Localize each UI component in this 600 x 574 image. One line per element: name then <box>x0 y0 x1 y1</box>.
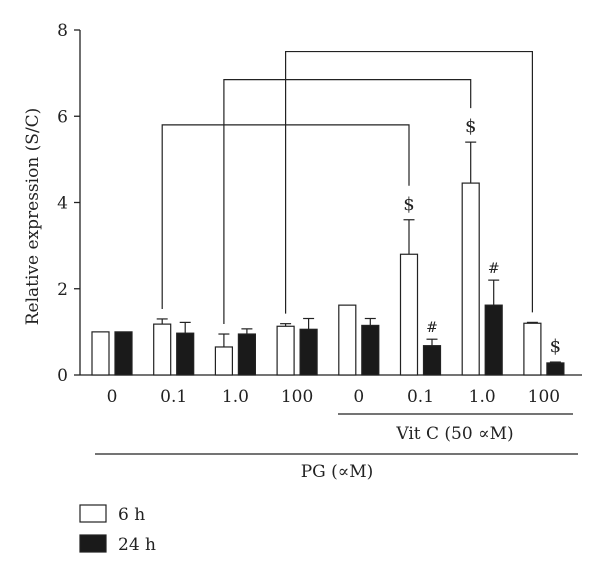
bar <box>338 304 357 376</box>
legend-swatch <box>79 534 107 553</box>
vitc-group-label: Vit C (50 ∝M) <box>395 424 513 444</box>
bar <box>176 332 195 376</box>
x-tick-label: 100 <box>281 387 313 407</box>
significance-mark: $ <box>465 116 476 137</box>
y-axis-title: Relative expression (S/C) <box>23 108 43 326</box>
bar <box>399 253 419 376</box>
bar <box>276 325 295 376</box>
bar <box>422 345 442 376</box>
x-tick-label: 0.1 <box>160 387 187 407</box>
pg-group-label: PG (∝M) <box>301 462 374 482</box>
y-tick-label: 8 <box>57 21 68 41</box>
chart-legend: 6 h 24 h <box>79 504 156 555</box>
y-tick-label: 6 <box>57 107 68 127</box>
y-tick-label: 2 <box>57 280 68 300</box>
bar <box>299 328 318 376</box>
chart-labels: $ $ # # $0 0.1 1.0 100 0 0.1 1.0 100 Vit C (50 ∝M) PG… <box>107 116 562 482</box>
significance-mark: $ <box>550 336 561 357</box>
x-tick-label: 0 <box>353 387 364 407</box>
bar <box>461 182 480 376</box>
x-tick-label: 0.1 <box>407 387 434 407</box>
significance-mark: $ <box>403 194 414 215</box>
bar <box>361 324 380 376</box>
bar <box>546 362 565 376</box>
bar <box>237 333 256 376</box>
comparison-bracket <box>285 50 534 314</box>
bar <box>153 323 172 376</box>
bar <box>484 304 503 376</box>
y-tick-label: 0 <box>57 366 68 386</box>
x-tick-label: 1.0 <box>222 387 249 407</box>
legend-swatch <box>79 504 107 523</box>
chart-bars <box>91 141 565 376</box>
comparison-brackets <box>161 50 534 325</box>
y-tick-label: 4 <box>57 194 68 214</box>
significance-mark: # <box>488 261 500 277</box>
comparison-bracket <box>223 78 472 325</box>
bar <box>523 322 542 376</box>
x-tick-label: 100 <box>528 387 560 407</box>
legend-label: 6 h <box>118 505 145 525</box>
significance-mark: # <box>426 320 438 336</box>
bar <box>214 346 233 376</box>
bar <box>114 331 133 376</box>
x-tick-label: 0 <box>107 387 118 407</box>
x-tick-label: 1.0 <box>469 387 496 407</box>
legend-label: 24 h <box>118 535 156 555</box>
bar <box>91 331 110 376</box>
